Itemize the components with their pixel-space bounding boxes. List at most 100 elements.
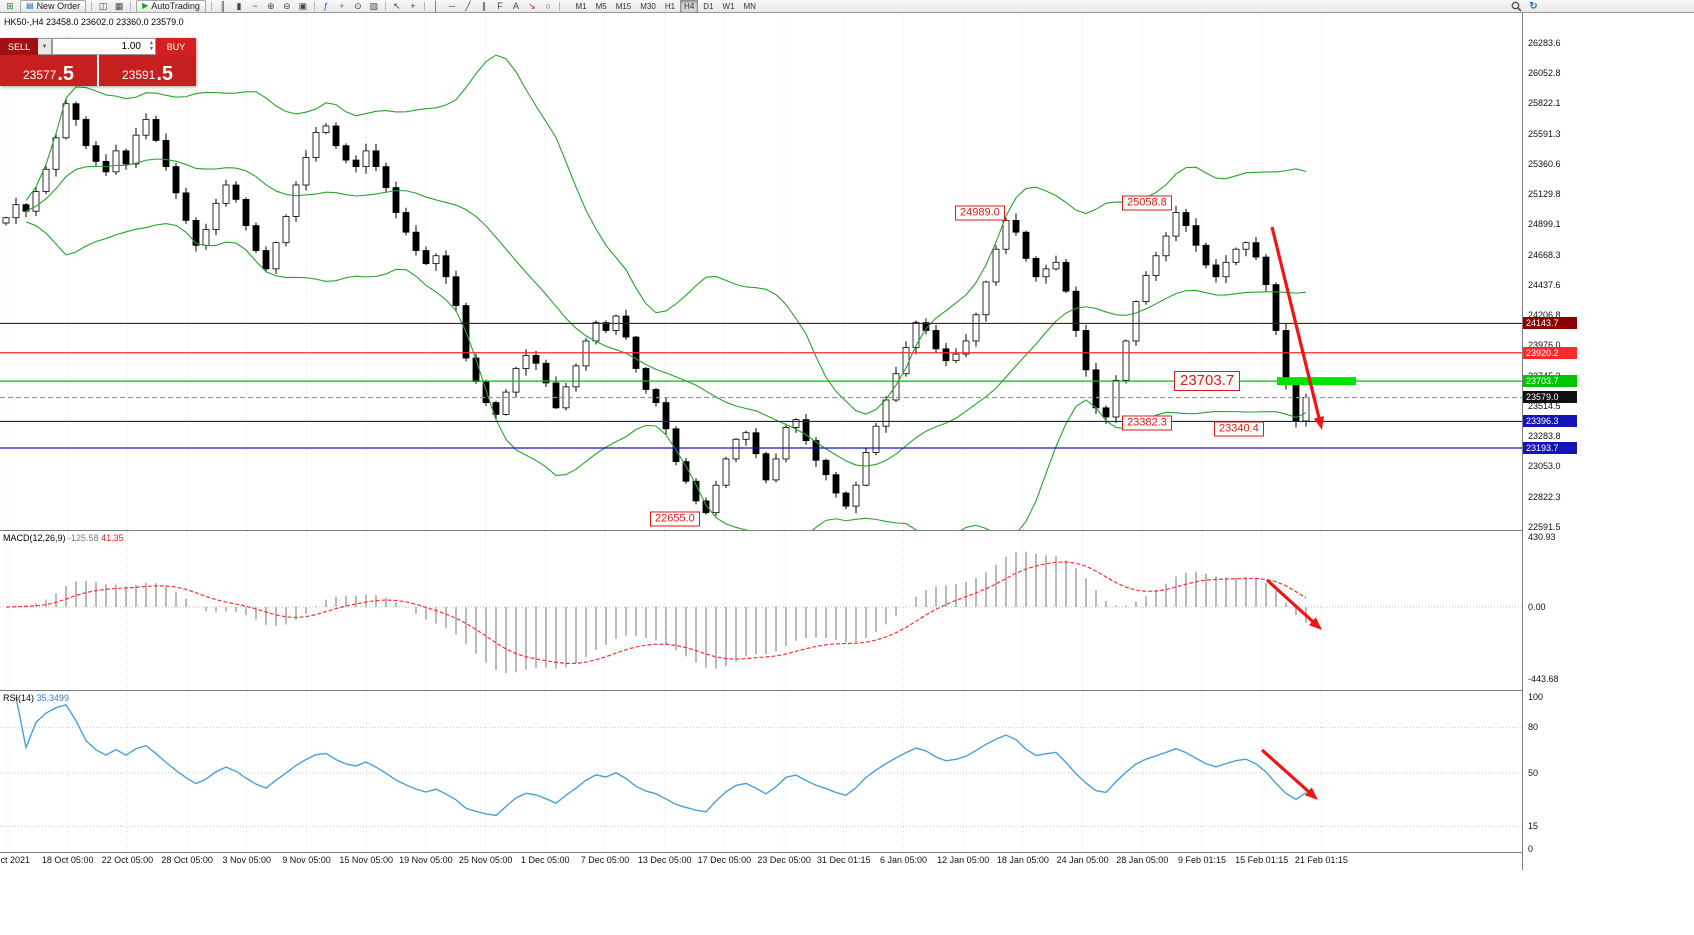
buy-price-main: 23591 bbox=[121, 68, 156, 82]
trendline-icon[interactable]: ╱ bbox=[465, 0, 471, 11]
toolbar-separator bbox=[423, 1, 425, 11]
trend-arrow-head bbox=[1313, 416, 1324, 430]
profiles-icon[interactable]: ▦ bbox=[114, 0, 124, 11]
timeframe-d1[interactable]: D1 bbox=[703, 1, 714, 11]
macd-signal-line bbox=[5, 561, 1307, 664]
trend-arrow[interactable] bbox=[1270, 226, 1322, 423]
panel-separator bbox=[0, 852, 1694, 853]
toolbar-separator bbox=[210, 1, 212, 11]
zoom-out-icon[interactable]: ⊖ bbox=[283, 0, 291, 11]
time-tick: 19 Nov 05:00 bbox=[399, 855, 453, 865]
volume-spinner[interactable]: ▲ ▼ bbox=[149, 40, 154, 52]
price-badge: 23396.3 bbox=[1523, 415, 1577, 428]
buy-price-frac: .5 bbox=[156, 63, 174, 85]
toolbar-separator bbox=[384, 1, 386, 11]
spinner-down-icon[interactable]: ▼ bbox=[149, 46, 154, 52]
timeframe-mn[interactable]: MN bbox=[743, 1, 756, 11]
text-icon[interactable]: A bbox=[512, 0, 519, 11]
price-tick: 22822.3 bbox=[1528, 491, 1561, 502]
fibonacci-icon[interactable]: F bbox=[497, 0, 503, 11]
chart-windows-icon[interactable]: ◫ bbox=[98, 0, 108, 11]
line-chart-type-icon[interactable]: ~ bbox=[252, 0, 258, 11]
time-tick: 18 Oct 05:00 bbox=[41, 855, 94, 865]
price-badge: 24143.7 bbox=[1523, 317, 1577, 330]
periods-icon[interactable]: ⊙ bbox=[354, 0, 362, 11]
price-tick: 25591.3 bbox=[1528, 128, 1561, 139]
price-tick: 23514.5 bbox=[1528, 400, 1561, 411]
price-tick: 25822.1 bbox=[1528, 98, 1561, 109]
new-order-button[interactable]: ▤ New Order bbox=[20, 0, 87, 13]
channel-icon[interactable]: ∥ bbox=[481, 0, 487, 11]
price-label[interactable]: 23382.3 bbox=[1122, 415, 1172, 431]
time-axis[interactable]: 1 Oct 2021 18 Oct 05:00 22 Oct 05:00 28 Oct… bbox=[0, 852, 1694, 870]
search-icon[interactable] bbox=[1510, 1, 1523, 12]
time-tick: 7 Dec 05:00 bbox=[580, 855, 630, 865]
highlight-level-bar[interactable] bbox=[1277, 377, 1356, 386]
timeframe-m30[interactable]: M30 bbox=[640, 1, 656, 11]
time-tick: 22 Oct 05:00 bbox=[101, 855, 154, 865]
spinner-up-icon[interactable]: ▲ bbox=[149, 40, 154, 46]
volume-input[interactable] bbox=[53, 40, 155, 53]
macd-tick: 430.93 bbox=[1528, 532, 1556, 542]
sell-price-panel[interactable]: 23577 .5 bbox=[0, 55, 97, 86]
rsi-panel[interactable]: RSI(14) 35.3499 bbox=[0, 691, 1522, 852]
add-indicator-icon[interactable]: + bbox=[339, 0, 345, 11]
cursor-icon[interactable]: ↖ bbox=[393, 0, 401, 11]
macd-panel[interactable]: MACD(12,26,9) -125.58 41.35 bbox=[0, 531, 1522, 690]
shapes-icon[interactable]: ○ bbox=[545, 0, 551, 11]
time-tick: 1 Oct 2021 bbox=[0, 855, 31, 865]
price-label[interactable]: 22655.0 bbox=[650, 511, 700, 527]
price-label[interactable]: 25058.8 bbox=[1122, 195, 1172, 211]
price-tick: 23976.0 bbox=[1528, 340, 1561, 351]
zoom-in-icon[interactable]: ⊕ bbox=[267, 0, 275, 11]
price-axis[interactable]: 26283.6 26052.8 25822.1 25591.3 25360.6 25129… bbox=[1523, 13, 1694, 870]
price-label[interactable]: 23340.4 bbox=[1214, 421, 1264, 437]
time-tick: 23 Dec 05:00 bbox=[757, 855, 811, 865]
price-label[interactable]: 24989.0 bbox=[955, 205, 1005, 221]
time-tick: 28 Oct 05:00 bbox=[161, 855, 213, 865]
price-badge: 23193.7 bbox=[1523, 441, 1577, 454]
timeframe-h4[interactable]: H4 bbox=[680, 0, 699, 13]
symbol-info: HK50-,H4 23458.0 23602.0 23360.0 23579.0 bbox=[4, 17, 184, 27]
bollinger-lower bbox=[25, 221, 1307, 530]
timeframe-m1[interactable]: M1 bbox=[575, 1, 587, 11]
quote-top-row: SELL ▼ ▲▼ BUY bbox=[0, 38, 196, 55]
timeframe-w1[interactable]: W1 bbox=[722, 1, 735, 11]
volume-dropdown-icon[interactable]: ▼ bbox=[38, 38, 52, 55]
community-icon[interactable]: ↻ bbox=[1529, 1, 1538, 12]
crosshair-icon[interactable]: + bbox=[410, 0, 416, 11]
price-tick: 24668.3 bbox=[1528, 249, 1561, 260]
bar-chart-type-icon[interactable]: ║ bbox=[219, 0, 227, 11]
panel-separator[interactable] bbox=[0, 530, 1694, 531]
horizontal-line-icon[interactable]: ─ bbox=[448, 0, 456, 11]
new-order-icon: ▤ bbox=[26, 1, 34, 10]
main-chart-panel[interactable]: HK50-,H4 23458.0 23602.0 23360.0 23579.0… bbox=[0, 13, 1522, 530]
price-label[interactable]: 23703.7 bbox=[1174, 371, 1241, 392]
templates-icon[interactable]: ▨ bbox=[369, 0, 379, 11]
timeframe-m5[interactable]: M5 bbox=[595, 1, 607, 11]
rsi-arrow[interactable] bbox=[1260, 748, 1314, 796]
autotrading-button[interactable]: ▶ AutoTrading bbox=[136, 0, 206, 13]
toolbar-left-group: ⊞ ▤ New Order ◫ ▦ ▶ AutoTrading ║ ▮ ~ ⊕ ⊖ ▣ ƒ + ⊙ ▨ ↖ + │ ─ ╱… bbox=[2, 0, 760, 13]
toolbar-separator bbox=[558, 1, 560, 11]
timeframe-h1[interactable]: H1 bbox=[664, 1, 676, 11]
macd-arrow[interactable] bbox=[1265, 578, 1318, 626]
time-tick: 24 Jan 05:00 bbox=[1056, 855, 1109, 865]
indicators-icon[interactable]: ƒ bbox=[323, 0, 329, 11]
toolbar-separator bbox=[313, 1, 315, 11]
axis-separator bbox=[1522, 13, 1523, 870]
candlestick-chart-type-icon[interactable]: ▮ bbox=[236, 0, 242, 11]
arrow-tool-icon[interactable]: ↘ bbox=[528, 0, 536, 11]
timeframe-m15[interactable]: M15 bbox=[615, 1, 632, 11]
price-tick: 24899.1 bbox=[1528, 219, 1561, 230]
sell-button[interactable]: SELL bbox=[0, 38, 38, 55]
panel-separator[interactable] bbox=[0, 690, 1694, 691]
buy-button[interactable]: BUY bbox=[156, 38, 196, 55]
price-tick: 24437.6 bbox=[1528, 279, 1561, 290]
time-tick: 13 Dec 05:00 bbox=[637, 855, 692, 865]
buy-price-panel[interactable]: 23591 .5 bbox=[99, 55, 196, 86]
price-badge: 23703.7 bbox=[1523, 375, 1577, 388]
new-chart-icon[interactable]: ⊞ bbox=[6, 0, 14, 11]
tile-windows-icon[interactable]: ▣ bbox=[298, 0, 308, 11]
vertical-line-icon[interactable]: │ bbox=[433, 0, 439, 11]
